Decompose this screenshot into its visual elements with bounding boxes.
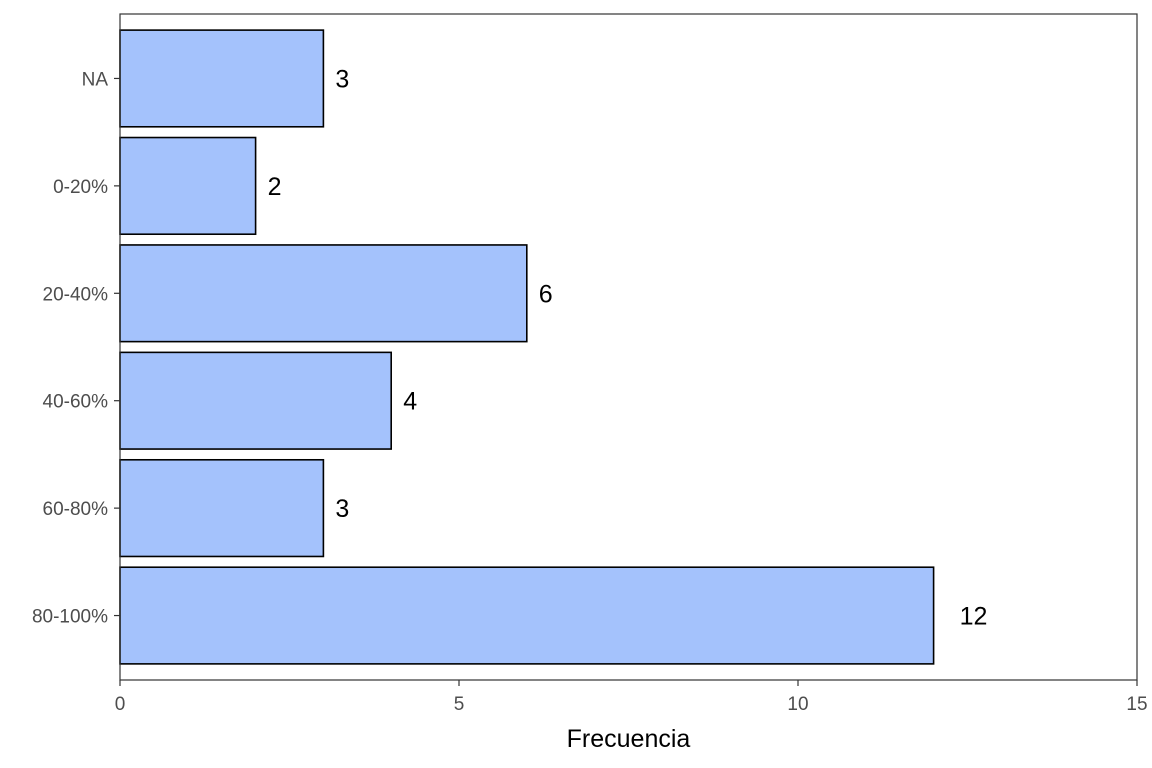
y-axis: NA 0-20% 20-40% 40-60% 60-80% 80-100% xyxy=(32,69,120,628)
data-label: 4 xyxy=(403,388,417,416)
x-tick-label: 5 xyxy=(454,694,465,715)
bar-0-20 xyxy=(119,136,257,236)
bar-40-60 xyxy=(119,351,393,450)
x-axis: 0 5 10 15 xyxy=(115,680,1148,715)
x-tick-label: 10 xyxy=(787,694,808,715)
y-tick-label: NA xyxy=(82,69,109,90)
data-label: 12 xyxy=(960,603,988,631)
data-label: 3 xyxy=(335,495,349,523)
x-tick-label: 15 xyxy=(1126,694,1147,715)
data-label: 2 xyxy=(268,173,282,201)
bar-60-80 xyxy=(119,458,325,558)
data-labels-layer: 3 2 6 4 3 12 xyxy=(268,65,988,630)
plot-panel-border xyxy=(119,13,1138,681)
x-tick-label: 0 xyxy=(115,694,126,715)
bars-layer xyxy=(119,29,935,665)
x-axis-title: Frecuencia xyxy=(567,725,691,753)
y-tick-label: 40-60% xyxy=(43,392,109,413)
bar-20-40 xyxy=(119,244,528,343)
y-tick-label: 0-20% xyxy=(53,177,108,198)
y-tick-label: 60-80% xyxy=(43,499,109,520)
data-label: 6 xyxy=(539,280,553,308)
bar-80-100 xyxy=(119,566,935,665)
data-label: 3 xyxy=(335,65,349,93)
y-tick-label: 20-40% xyxy=(43,284,109,305)
bar-na xyxy=(119,29,325,128)
y-tick-label: 80-100% xyxy=(32,607,108,628)
